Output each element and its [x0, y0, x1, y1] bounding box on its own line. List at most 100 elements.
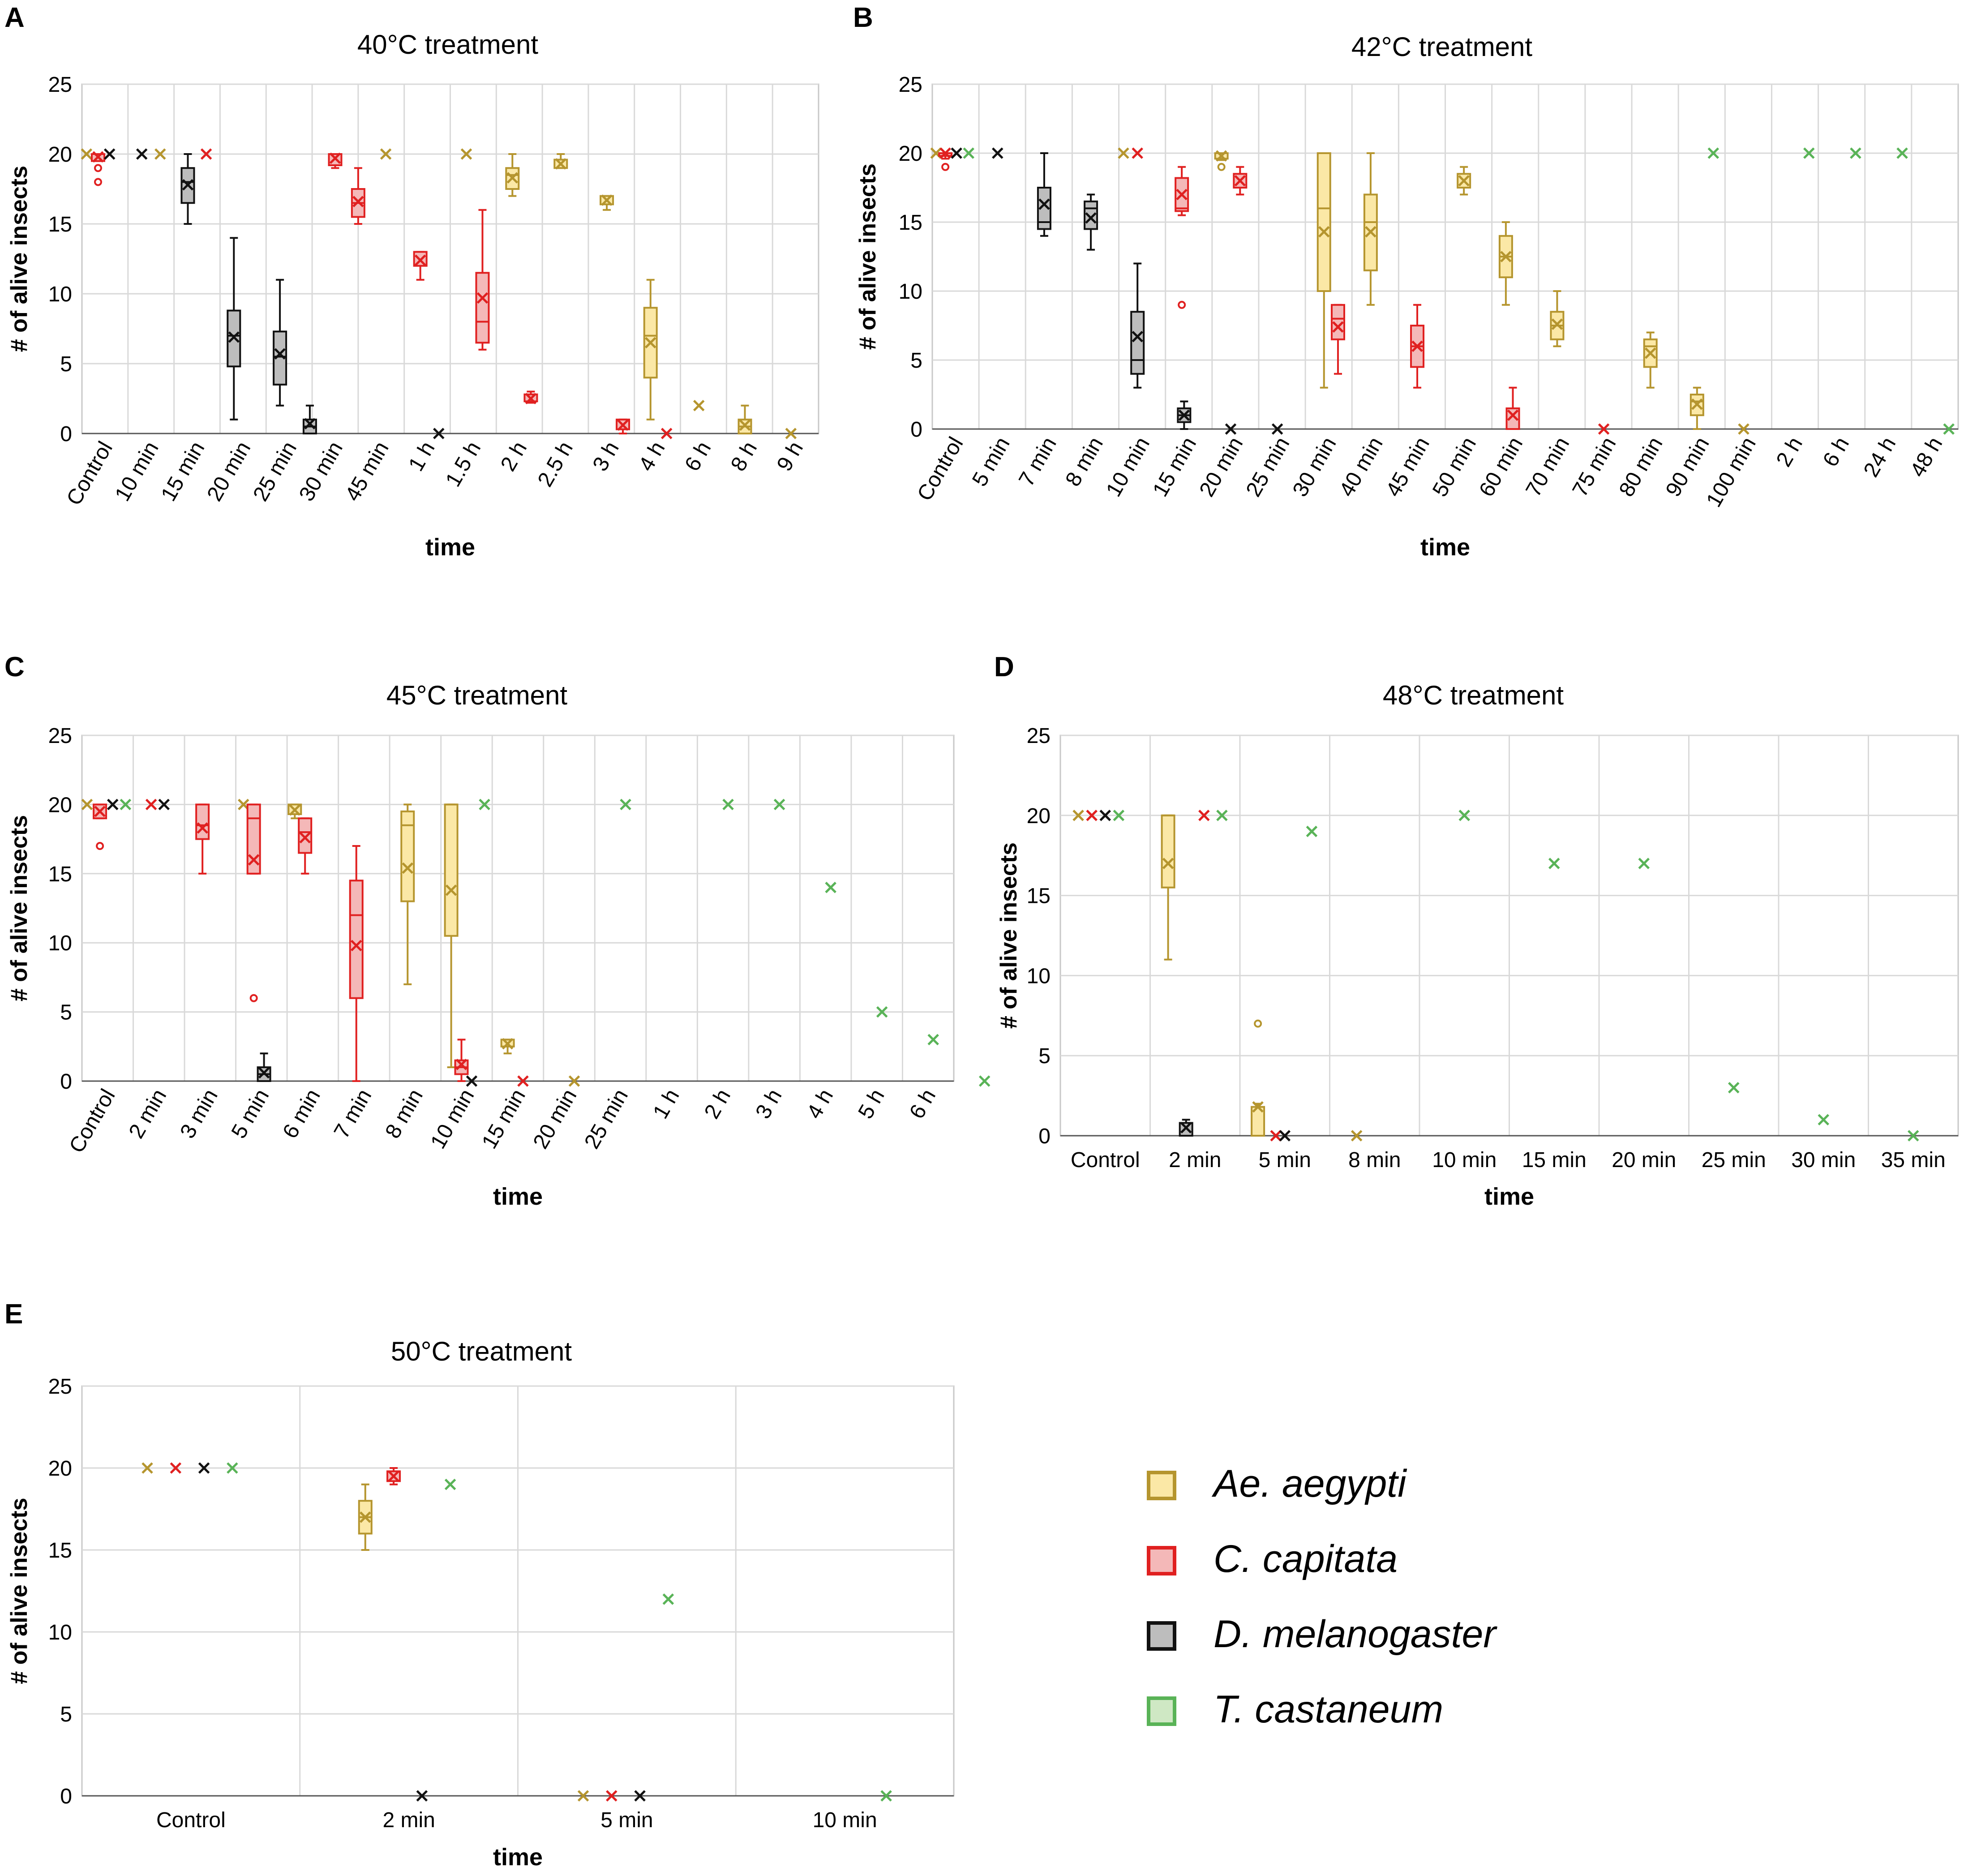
y-tick-label: 20	[48, 1457, 72, 1481]
box	[195, 803, 210, 840]
boxplot-ae	[460, 148, 472, 160]
x-tick-label: 35 min	[1881, 1148, 1946, 1172]
mean-marker	[444, 1478, 456, 1490]
x-axis-title: time	[1484, 1183, 1534, 1210]
mean-marker	[145, 798, 157, 811]
boxplot-dm	[1271, 423, 1283, 435]
box	[400, 810, 415, 902]
mean-marker	[227, 1462, 238, 1474]
chart-panel-B: B 42°C treatment 0 5 10 15 20 25 Control 5 min 7 m…	[853, 2, 1959, 561]
mean-marker	[1365, 226, 1377, 238]
x-tick-label: Control	[1071, 1148, 1140, 1172]
boxplot-dm	[107, 798, 119, 811]
mean-marker	[445, 884, 457, 896]
mean-marker	[506, 172, 519, 184]
mean-marker	[1332, 321, 1344, 333]
mean-marker	[103, 148, 116, 160]
x-tick-label: 48 h	[1906, 433, 1947, 481]
mean-marker	[1162, 858, 1174, 869]
mean-marker	[1548, 858, 1560, 869]
boxplot-ae	[1363, 152, 1378, 306]
x-tick-label: 30 min	[295, 438, 347, 505]
x-tick-label: 15 min	[1148, 433, 1201, 501]
x-tick-label: 40 min	[1335, 433, 1388, 501]
x-tick-label: 5 min	[1259, 1148, 1311, 1172]
boxplot-tc	[1943, 423, 1955, 435]
boxplot-ae	[81, 148, 93, 160]
mean-marker	[1458, 810, 1471, 821]
box	[475, 272, 490, 344]
x-tick-label: 2 min	[382, 1808, 435, 1832]
boxplot-dm	[992, 147, 1003, 159]
mean-marker	[258, 1067, 270, 1079]
chart-panel-C: C 45°C treatment 0 5 10 15 20 25 Control 2 min 3 m…	[4, 652, 991, 1210]
y-tick-label: 15	[48, 863, 72, 886]
mean-marker	[402, 862, 414, 874]
boxplot-cc	[349, 845, 364, 1082]
x-tick-label: 2 min	[124, 1085, 172, 1142]
y-tick-label: 15	[48, 1539, 72, 1563]
boxplot-tc	[1728, 1082, 1740, 1094]
x-axis-title: time	[493, 1844, 543, 1871]
boxplot-tc	[1638, 858, 1650, 869]
box	[246, 803, 261, 875]
boxplot-ae	[553, 153, 568, 170]
mean-marker	[876, 1006, 888, 1018]
x-tick-label: 10 min	[1432, 1148, 1497, 1172]
mean-marker	[1551, 318, 1563, 330]
mean-marker	[136, 148, 148, 160]
boxplot-tc	[1850, 147, 1861, 159]
boxplot-cc	[1505, 386, 1520, 430]
mean-marker	[992, 147, 1003, 159]
legend-item-ae: Ae. aegypti	[1147, 1462, 1407, 1505]
boxplot-tc	[227, 1462, 238, 1474]
legend-swatch	[1147, 1471, 1176, 1500]
plot-frame	[81, 734, 955, 1082]
mean-marker	[158, 798, 170, 811]
x-tick-label: 20 min	[1612, 1148, 1676, 1172]
x-tick-label: 25 min	[580, 1085, 633, 1153]
x-tick-label: 15 min	[477, 1085, 530, 1153]
boxplot-tc	[1548, 858, 1560, 869]
boxplot-dm	[1177, 400, 1192, 430]
boxplot-ae	[1118, 147, 1129, 159]
chart-title: 42°C treatment	[1351, 32, 1533, 62]
legend-item-dm: D. melanogaster	[1147, 1613, 1497, 1656]
outlier-point	[94, 178, 102, 186]
boxplot-dm	[634, 1790, 646, 1802]
y-tick-label: 0	[60, 1785, 72, 1808]
x-tick-label: Control	[62, 438, 117, 510]
chart-title: 50°C treatment	[391, 1336, 572, 1366]
box	[298, 817, 313, 854]
x-tick-label: 70 min	[1521, 433, 1574, 501]
boxplot-tc	[662, 1593, 674, 1605]
x-tick-label: 60 min	[1475, 433, 1527, 501]
boxplot-ae	[505, 153, 520, 197]
boxplot-ae	[1072, 810, 1084, 821]
boxplot-cc	[1270, 1130, 1282, 1142]
boxplot-tc	[1707, 147, 1720, 159]
mean-marker	[606, 1790, 618, 1802]
mean-marker	[601, 194, 613, 206]
mean-marker	[479, 798, 490, 811]
boxplot-ae	[1643, 331, 1658, 389]
mean-marker	[274, 348, 286, 360]
x-tick-label: 2 h	[1772, 433, 1807, 471]
mean-marker	[1176, 189, 1188, 201]
legend-swatch	[1147, 1621, 1176, 1651]
mean-marker	[1598, 423, 1610, 435]
mean-marker	[1728, 1082, 1740, 1094]
x-tick-label: 6 h	[1818, 433, 1854, 471]
boxplot-dm	[1179, 1119, 1193, 1137]
x-tick-label: 25 min	[249, 438, 301, 505]
boxplot-cc	[616, 418, 630, 434]
y-tick-label: 5	[1038, 1044, 1051, 1068]
mean-marker	[1099, 810, 1111, 821]
outlier-point	[941, 163, 950, 171]
x-tick-label: 9 h	[772, 438, 808, 475]
boxplot-tc	[1306, 825, 1318, 837]
mean-marker	[927, 1034, 939, 1046]
mean-marker	[1198, 810, 1210, 821]
mean-marker	[120, 798, 132, 811]
x-tick-label: 5 h	[853, 1085, 889, 1123]
